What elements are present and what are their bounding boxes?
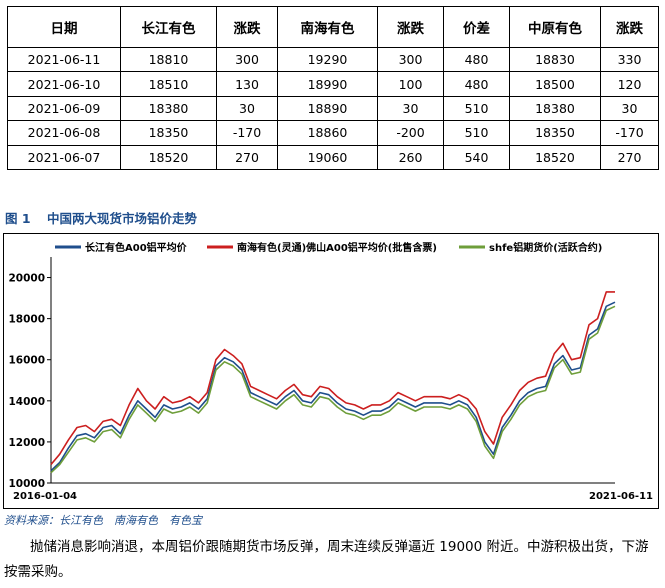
table-cell: 2021-06-07 — [7, 144, 121, 171]
legend-label: shfe铝期货价(活跃合约) — [489, 241, 602, 254]
header-zhongyuan: 中原有色 — [509, 6, 601, 48]
table-cell: 30 — [216, 95, 278, 122]
header-changjiang: 长江有色 — [120, 6, 217, 48]
legend-label: 长江有色A00铝平均价 — [85, 241, 188, 254]
table-cell: 19060 — [277, 144, 378, 171]
table-cell: 18860 — [277, 120, 378, 146]
header-date: 日期 — [7, 6, 121, 48]
series-line-2 — [50, 291, 615, 466]
y-tick-label: 14000 — [8, 396, 45, 408]
figure-number: 图 1 — [5, 211, 31, 226]
table-cell: 300 — [216, 46, 278, 73]
table-cell: 30 — [600, 95, 659, 122]
table-cell: 540 — [443, 144, 510, 171]
y-tick-label: 10000 — [8, 478, 45, 490]
table-row: 2021-06-08 18350 -170 18860 -200 510 183… — [7, 120, 659, 146]
y-tick-label: 12000 — [8, 437, 45, 449]
body-paragraph: 抛储消息影响消退，本周铝价跟随期货市场反弹，周末连续反弹逼近 19000 附近。… — [4, 539, 649, 580]
table-cell: 300 — [377, 46, 444, 73]
table-cell: 30 — [377, 95, 444, 122]
series-line-1 — [50, 301, 616, 472]
table-cell: 18510 — [120, 71, 217, 97]
table-cell: 510 — [443, 95, 510, 122]
table-cell: 2021-06-11 — [7, 46, 121, 73]
table-row: 2021-06-10 18510 130 18990 100 480 18500… — [7, 71, 659, 97]
table-cell: 18350 — [120, 120, 217, 146]
table-cell: 18350 — [509, 120, 601, 146]
table-cell: 480 — [443, 46, 510, 73]
header-change-1: 涨跌 — [216, 6, 278, 48]
header-spread: 价差 — [443, 6, 510, 48]
table-cell: 480 — [443, 71, 510, 97]
table-cell: 270 — [600, 144, 659, 171]
table-cell: 2021-06-08 — [7, 120, 121, 146]
table-cell: 18830 — [509, 46, 601, 73]
table-cell: 330 — [600, 46, 659, 73]
chart-frame — [3, 233, 659, 509]
series-line-3 — [50, 305, 616, 474]
table-cell: 100 — [377, 71, 444, 97]
table-row: 2021-06-09 18380 30 18890 30 510 18380 3… — [7, 95, 659, 122]
table-cell: 260 — [377, 144, 444, 171]
table-header-row: 日期 长江有色 涨跌 南海有色 涨跌 价差 中原有色 涨跌 — [7, 6, 659, 48]
table-cell: 18520 — [120, 144, 217, 171]
legend-label: 南海有色(灵通)佛山A00铝平均价(批售含票) — [237, 241, 437, 254]
table-cell: 18380 — [509, 95, 601, 122]
y-tick-label: 20000 — [8, 273, 45, 285]
table-row: 2021-06-07 18520 270 19060 260 540 18520… — [7, 144, 659, 171]
x-tick-label: 2021-06-11 — [589, 491, 653, 502]
table-cell: 270 — [216, 144, 278, 171]
table-cell: 120 — [600, 71, 659, 97]
table-cell: 510 — [443, 120, 510, 146]
table-row: 2021-06-11 18810 300 19290 300 480 18830… — [7, 46, 659, 73]
table-cell: 18500 — [509, 71, 601, 97]
figure-caption: 图 1 中国两大现货市场铝价走势 — [5, 208, 197, 227]
table-cell: 2021-06-09 — [7, 95, 121, 122]
table-cell: -170 — [600, 120, 659, 146]
table-cell: 18520 — [509, 144, 601, 171]
table-cell: 18380 — [120, 95, 217, 122]
figure-title: 中国两大现货市场铝价走势 — [47, 211, 198, 226]
aluminium-price-chart: 10000 12000 14000 16000 18000 20000 2016-01-04… — [8, 241, 653, 502]
header-change-2: 涨跌 — [377, 6, 444, 48]
header-nanhai: 南海有色 — [277, 6, 378, 48]
source-note: 资料来源：长江有色 南海有色 有色宝 — [4, 514, 202, 527]
table-cell: -170 — [216, 120, 278, 146]
y-tick-label: 18000 — [8, 314, 45, 326]
header-change-3: 涨跌 — [600, 6, 659, 48]
table-cell: 130 — [216, 71, 278, 97]
x-tick-label: 2016-01-04 — [13, 491, 77, 502]
table-cell: 19290 — [277, 46, 378, 73]
price-table: 日期 长江有色 涨跌 南海有色 涨跌 价差 中原有色 涨跌 2021-06-11… — [7, 6, 659, 171]
table-cell: 2021-06-10 — [7, 71, 121, 97]
table-cell: -200 — [377, 120, 444, 146]
y-tick-label: 16000 — [8, 355, 45, 367]
table-cell: 18810 — [120, 46, 217, 73]
table-cell: 18890 — [277, 95, 378, 122]
table-cell: 18990 — [277, 71, 378, 97]
